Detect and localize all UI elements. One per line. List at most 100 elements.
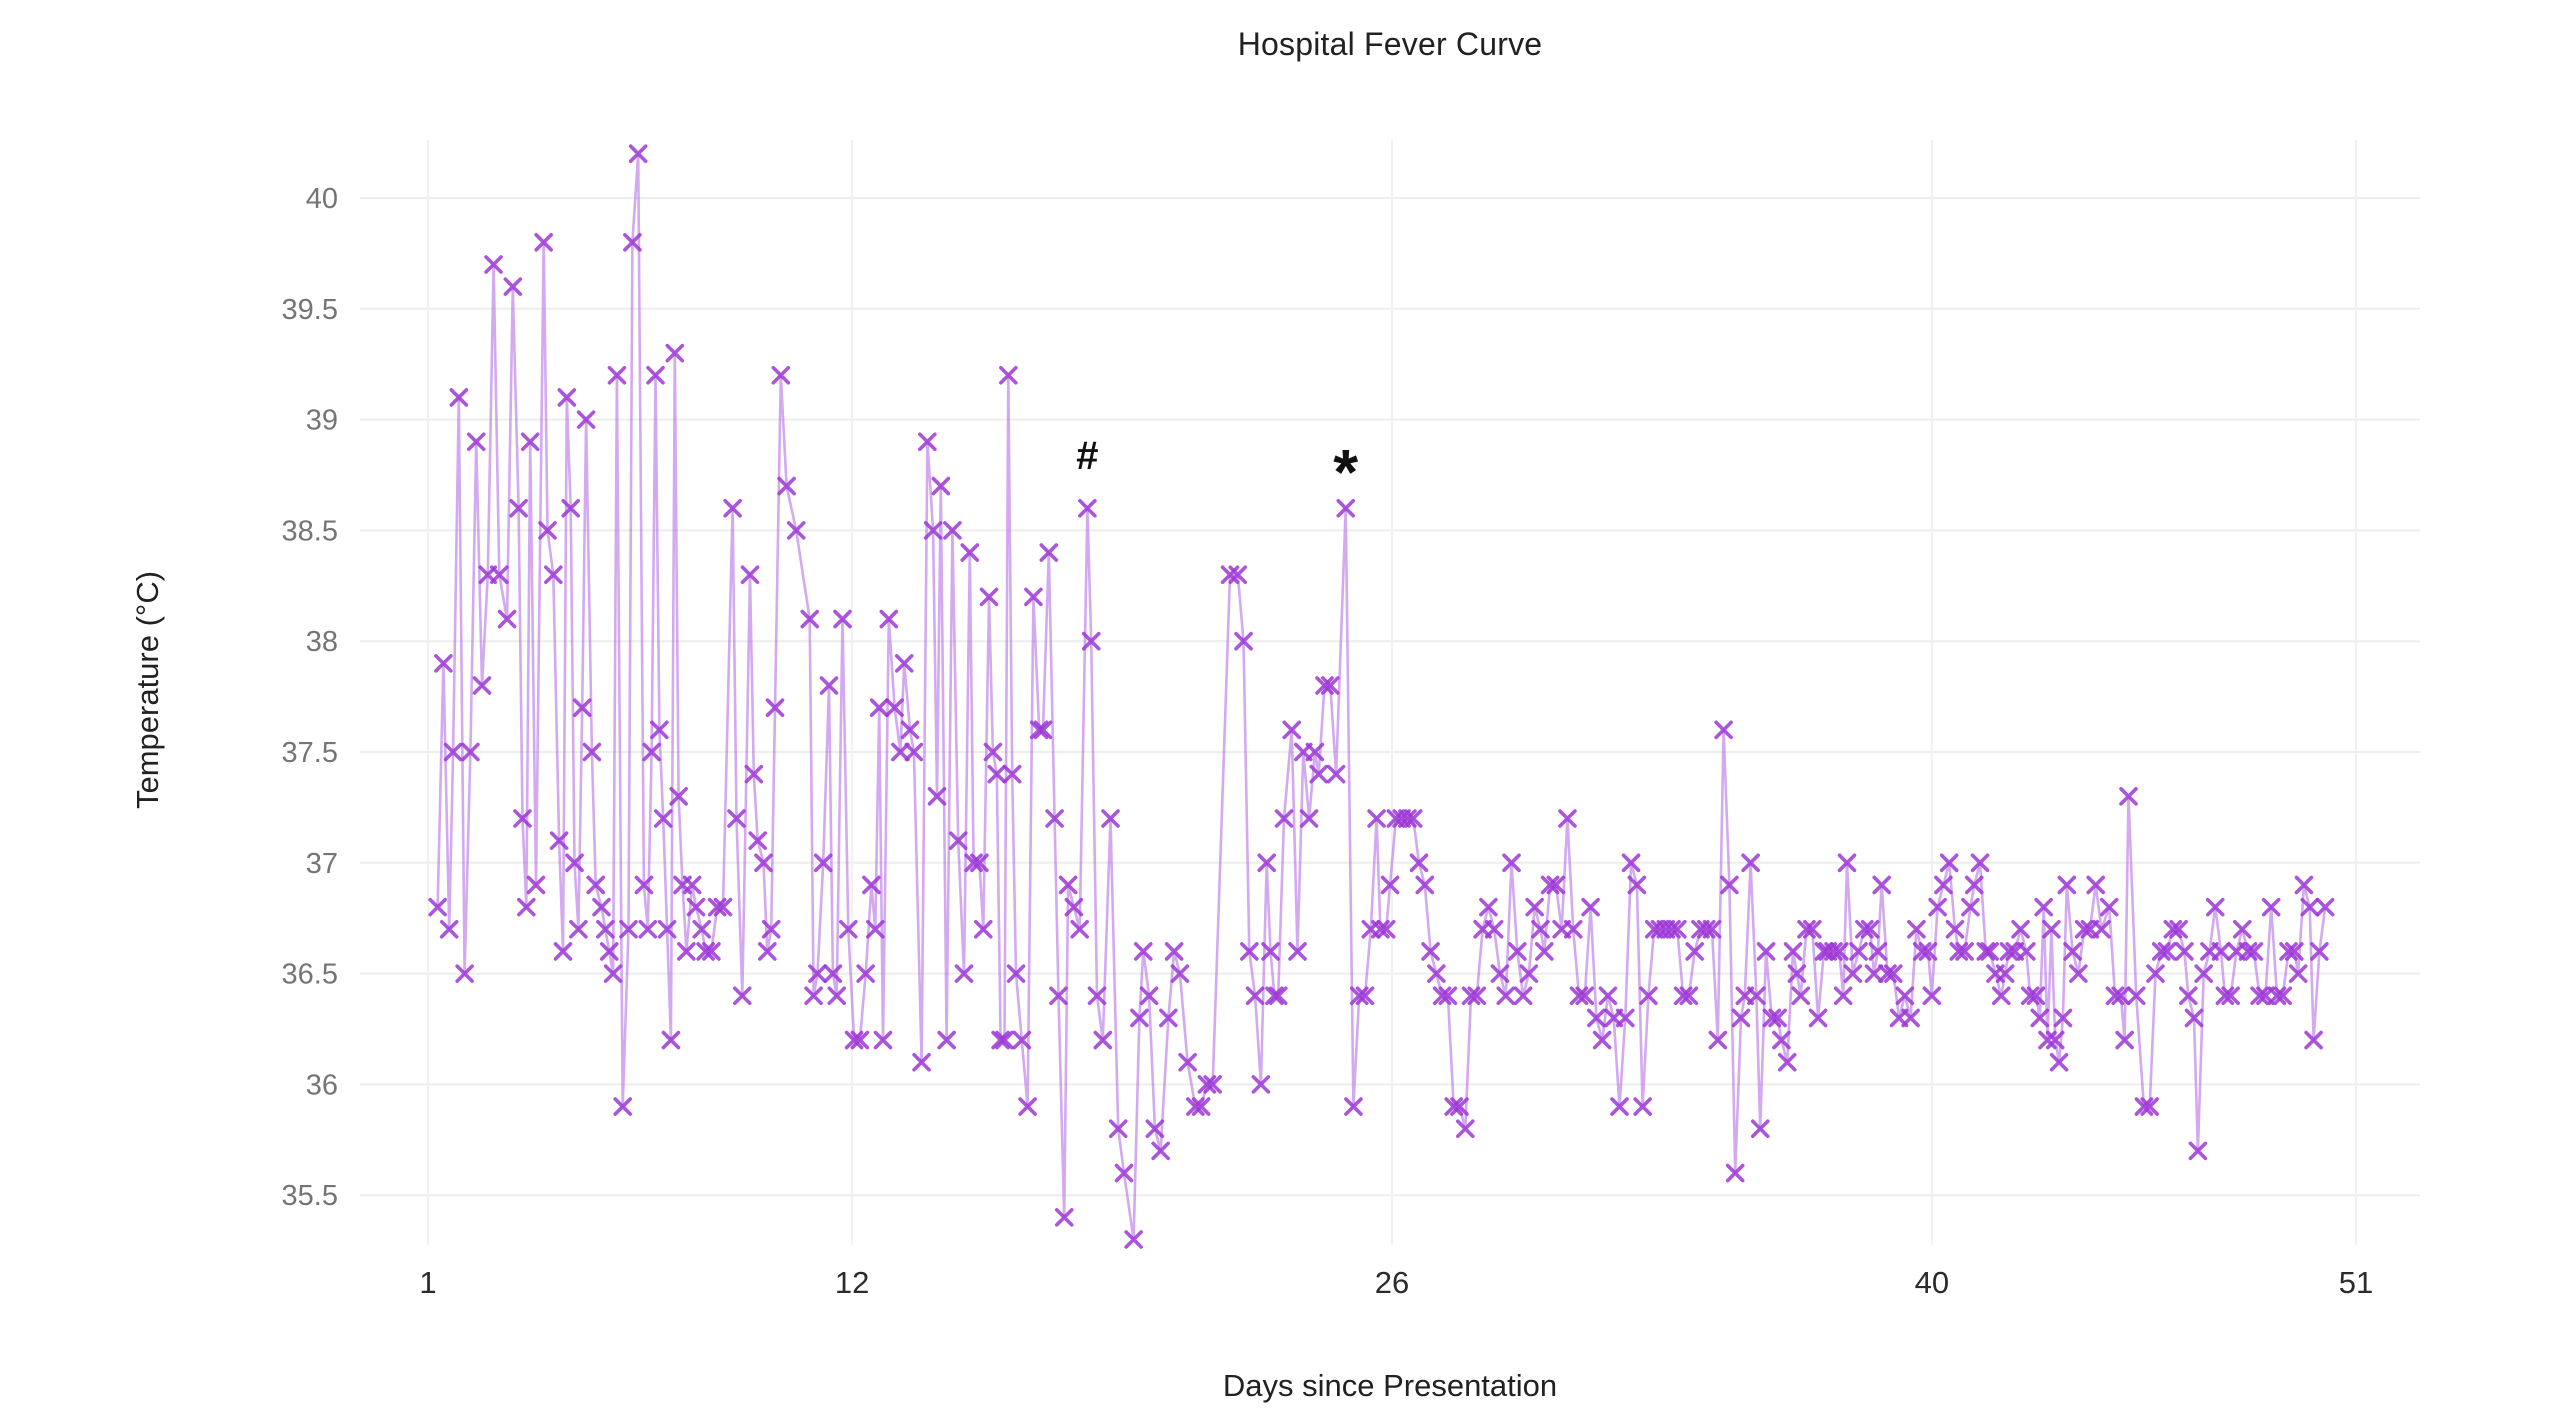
data-point-marker xyxy=(1912,942,1932,961)
data-point-marker xyxy=(1245,986,1265,1006)
data-point-marker xyxy=(1039,543,1059,562)
data-point-marker xyxy=(1741,853,1760,873)
data-point-marker xyxy=(526,875,546,895)
data-point-marker xyxy=(544,565,563,585)
data-point-marker xyxy=(1756,942,1776,961)
data-point-marker xyxy=(1398,809,1417,828)
data-point-marker xyxy=(2169,919,2188,939)
data-point-marker xyxy=(707,897,727,917)
data-point-marker xyxy=(927,787,947,806)
data-point-marker xyxy=(669,787,688,806)
data-point-marker xyxy=(1444,1097,1463,1116)
data-point-marker xyxy=(1326,764,1346,784)
data-point-marker xyxy=(1860,919,1880,939)
data-point-marker xyxy=(1409,853,1429,873)
data-point-marker xyxy=(1679,986,1699,1006)
data-point-marker xyxy=(665,343,685,363)
data-point-marker xyxy=(923,521,943,540)
data-point-marker xyxy=(979,587,999,607)
data-point-marker xyxy=(1093,1030,1113,1050)
data-point-marker xyxy=(1907,919,1926,939)
x-tick-label: 12 xyxy=(835,1265,869,1300)
data-point-marker xyxy=(885,698,904,717)
data-point-marker xyxy=(1164,942,1184,961)
data-point-marker xyxy=(619,919,638,939)
data-point-marker xyxy=(1964,875,1984,895)
data-point-marker xyxy=(2178,986,2198,1006)
data-point-marker xyxy=(646,365,665,385)
data-point-marker xyxy=(1696,919,1716,939)
data-point-marker xyxy=(1569,986,1589,1006)
y-tick-label: 40 xyxy=(306,183,338,215)
data-point-marker xyxy=(869,698,889,717)
data-point-marker xyxy=(1159,1008,1178,1028)
data-point-marker xyxy=(1833,986,1853,1006)
data-point-marker xyxy=(1714,720,1733,740)
data-point-marker xyxy=(1939,853,1959,873)
data-point-marker xyxy=(1961,897,1980,917)
data-point-marker xyxy=(1170,964,1190,983)
data-point-marker xyxy=(557,388,577,407)
data-point-marker xyxy=(1949,942,1969,961)
data-point-marker xyxy=(1610,1097,1629,1116)
data-point-marker xyxy=(833,609,852,629)
y-tick-label: 35.5 xyxy=(282,1180,338,1212)
data-point-marker xyxy=(912,1052,931,1072)
data-point-marker xyxy=(1791,986,1811,1006)
data-point-marker xyxy=(2288,964,2308,983)
data-point-marker xyxy=(607,365,627,385)
data-point-marker xyxy=(1849,942,1868,961)
y-tick-label: 36.5 xyxy=(282,959,338,991)
data-point-marker xyxy=(1750,1119,1770,1139)
data-point-marker xyxy=(1803,919,1822,939)
y-tick-label: 39.5 xyxy=(282,294,338,326)
data-point-marker xyxy=(677,942,696,961)
data-point-marker xyxy=(948,831,968,850)
data-point-marker xyxy=(1427,964,1446,983)
data-point-marker xyxy=(497,609,517,629)
data-point-marker xyxy=(1627,875,1647,895)
y-tick-label: 36 xyxy=(306,1069,338,1101)
data-point-marker xyxy=(461,742,480,762)
data-point-marker xyxy=(850,1030,870,1050)
data-point-marker xyxy=(1124,1230,1143,1249)
data-point-marker xyxy=(1461,986,1481,1006)
data-point-marker xyxy=(960,543,980,562)
data-point-marker xyxy=(1101,809,1120,828)
y-tick-label: 37 xyxy=(306,848,338,880)
data-point-marker xyxy=(2030,1008,2050,1028)
data-point-marker xyxy=(1945,919,1965,939)
data-point-marker xyxy=(1349,986,1369,1006)
data-point-marker xyxy=(569,919,588,939)
data-point-marker xyxy=(1535,942,1554,961)
data-point-marker xyxy=(1496,986,1516,1006)
data-point-marker xyxy=(428,897,447,917)
data-point-marker xyxy=(484,255,503,274)
data-point-marker xyxy=(1058,875,1078,895)
data-point-marker xyxy=(1673,986,1693,1006)
data-point-marker xyxy=(1367,809,1386,828)
data-point-marker xyxy=(1797,919,1816,939)
data-point-marker xyxy=(657,919,677,939)
data-point-marker xyxy=(1685,942,1704,961)
data-point-marker xyxy=(894,654,914,673)
data-point-marker xyxy=(1598,986,1618,1006)
data-point-marker xyxy=(1018,1097,1037,1116)
data-point-marker xyxy=(1702,919,1722,939)
data-point-marker xyxy=(586,875,606,895)
data-point-marker xyxy=(937,1030,956,1050)
data-point-marker xyxy=(1484,919,1504,939)
x-axis-title: Days since Presentation xyxy=(1222,1368,1558,1403)
data-point-marker xyxy=(1033,720,1053,740)
data-point-marker xyxy=(1234,631,1253,651)
data-point-marker xyxy=(1872,875,1892,895)
data-point-marker xyxy=(1114,1163,1134,1183)
data-point-marker xyxy=(1540,875,1560,895)
data-point-marker xyxy=(538,521,557,540)
data-point-marker xyxy=(1403,809,1423,828)
data-point-marker xyxy=(1991,986,2011,1006)
data-point-marker xyxy=(661,1030,681,1050)
data-point-marker xyxy=(1145,1119,1165,1139)
data-point-marker xyxy=(995,1030,1014,1050)
data-point-marker xyxy=(819,676,839,695)
